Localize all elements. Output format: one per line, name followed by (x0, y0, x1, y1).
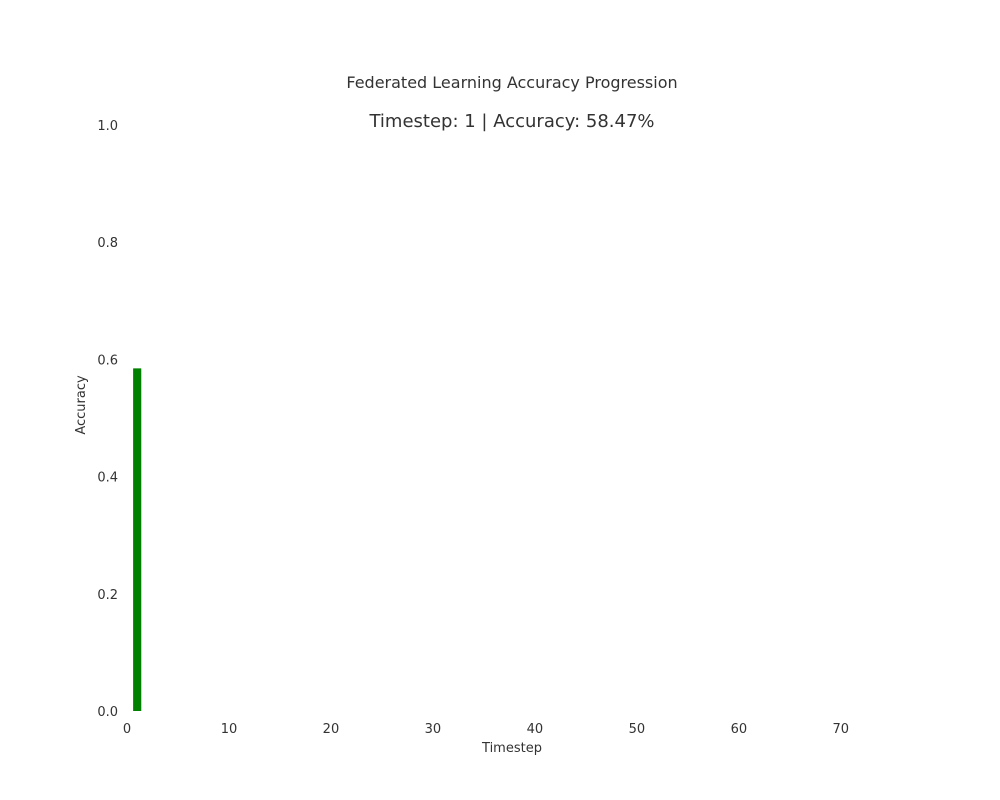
x-tick-label: 0 (123, 722, 131, 737)
x-axis-label: Timestep (481, 741, 542, 756)
y-tick-label: 0.8 (97, 236, 118, 251)
x-tick-label: 70 (833, 722, 850, 737)
x-tick-label: 60 (731, 722, 748, 737)
bar-series (133, 368, 142, 711)
y-tick-label: 0.0 (97, 705, 118, 720)
x-tick-label: 40 (527, 722, 544, 737)
y-tick-label: 0.4 (97, 471, 118, 486)
y-tick-label: 1.0 (97, 119, 118, 134)
x-axis: 0 10 20 30 40 50 60 70 (123, 722, 849, 737)
y-tick-label: 0.2 (97, 588, 118, 603)
y-axis: 0.0 0.2 0.4 0.6 0.8 1.0 (97, 119, 118, 720)
x-tick-label: 20 (323, 722, 340, 737)
x-tick-label: 10 (221, 722, 238, 737)
y-axis-label: Accuracy (74, 375, 89, 435)
chart-subtitle: Timestep: 1 | Accuracy: 58.47% (368, 111, 654, 132)
x-tick-label: 30 (425, 722, 442, 737)
bar (133, 368, 142, 711)
chart-title: Federated Learning Accuracy Progression (346, 73, 677, 92)
y-tick-label: 0.6 (97, 353, 118, 368)
x-tick-label: 50 (629, 722, 646, 737)
